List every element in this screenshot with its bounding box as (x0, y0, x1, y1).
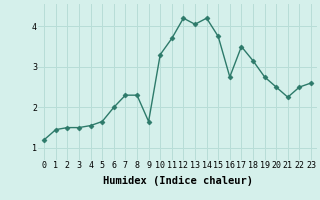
X-axis label: Humidex (Indice chaleur): Humidex (Indice chaleur) (103, 176, 252, 186)
